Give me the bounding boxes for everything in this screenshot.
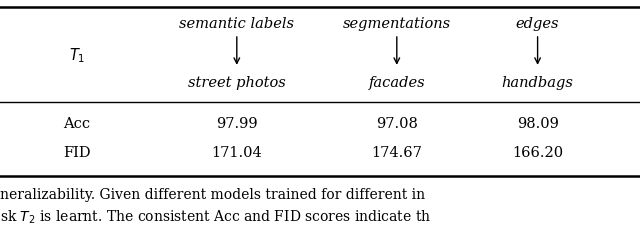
Text: semantic labels: semantic labels bbox=[179, 17, 294, 31]
Text: street photos: street photos bbox=[188, 76, 285, 90]
Text: facades: facades bbox=[369, 76, 425, 90]
Text: $T_1$: $T_1$ bbox=[68, 46, 85, 64]
Text: edges: edges bbox=[516, 17, 559, 31]
Text: FID: FID bbox=[63, 146, 91, 160]
Text: 97.99: 97.99 bbox=[216, 116, 258, 131]
Text: Acc: Acc bbox=[63, 116, 90, 131]
Text: neralizability. Given different models trained for different in: neralizability. Given different models t… bbox=[0, 187, 425, 201]
Text: 174.67: 174.67 bbox=[371, 146, 422, 160]
Text: 171.04: 171.04 bbox=[211, 146, 262, 160]
Text: sk $T_2$ is learnt. The consistent Acc and FID scores indicate th: sk $T_2$ is learnt. The consistent Acc a… bbox=[0, 208, 431, 225]
Text: handbags: handbags bbox=[502, 76, 573, 90]
Text: 97.08: 97.08 bbox=[376, 116, 418, 131]
Text: 98.09: 98.09 bbox=[516, 116, 559, 131]
Text: segmentations: segmentations bbox=[343, 17, 451, 31]
Text: 166.20: 166.20 bbox=[512, 146, 563, 160]
